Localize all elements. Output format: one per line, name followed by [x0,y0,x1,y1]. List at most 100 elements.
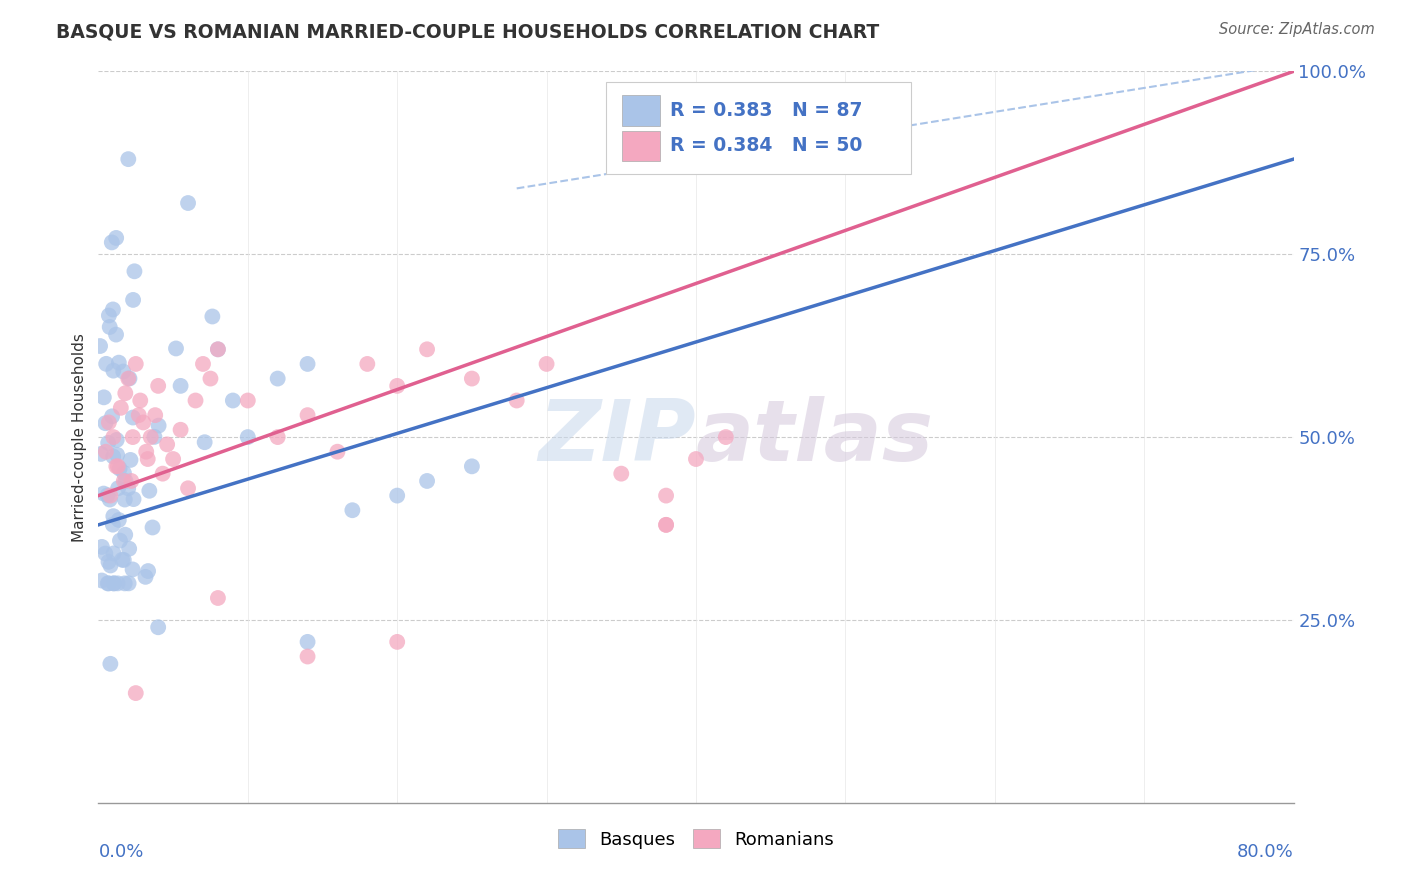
Point [148,620,170,634]
Point [94,444,117,458]
Point [297,357,319,371]
Point [103,509,125,524]
Point [114,474,136,488]
Point [461,371,484,385]
Point [93,486,115,500]
Point [117,152,139,166]
Point [416,474,439,488]
Point [107,459,129,474]
Point [124,264,146,278]
Point [121,430,143,444]
Point [112,365,135,379]
Point [118,541,141,556]
Point [90,540,112,554]
Point [416,343,439,357]
Point [165,342,187,356]
FancyBboxPatch shape [606,82,911,174]
Point [222,393,245,408]
Point [122,293,145,307]
Point [108,461,131,475]
Point [110,401,132,415]
Point [97,436,120,450]
Point [105,459,128,474]
Point [108,513,131,527]
Point [655,489,678,503]
Point [297,635,319,649]
Point [385,489,409,503]
Point [94,416,117,430]
Point [610,467,633,481]
Point [177,196,200,211]
Point [207,343,229,357]
Point [236,430,259,444]
Point [207,591,229,605]
Point [461,459,484,474]
Point [207,343,229,357]
Point [117,576,139,591]
Point [105,448,128,462]
Point [134,570,156,584]
Point [141,520,163,534]
Point [385,379,409,393]
Point [96,488,118,502]
Point [297,408,319,422]
Point [90,447,112,461]
Point [103,364,125,378]
Text: atlas: atlas [696,395,934,479]
Point [326,444,349,458]
Point [125,357,148,371]
Point [177,481,200,495]
Point [112,553,135,567]
Point [114,386,136,401]
Point [108,533,131,548]
Point [105,327,128,342]
Point [143,408,166,422]
Point [101,409,124,424]
Point [342,503,364,517]
Point [97,309,120,323]
Point [136,452,159,467]
Point [297,649,319,664]
Point [136,564,159,578]
Point [194,435,217,450]
Point [98,489,122,503]
Point [132,416,155,430]
Point [94,547,117,561]
Point [138,483,160,498]
Point [685,452,707,467]
Point [121,562,143,576]
Point [114,492,136,507]
Y-axis label: Married-couple Households: Married-couple Households [72,333,87,541]
Point [191,357,214,371]
Point [148,418,170,433]
Point [169,379,191,393]
Point [107,481,129,495]
Point [97,576,120,591]
Point [506,393,529,408]
Point [101,302,124,317]
Point [139,430,162,444]
Point [97,416,120,430]
Point [89,339,111,353]
Point [103,576,125,591]
Point [125,686,148,700]
Point [128,408,150,422]
Point [117,481,139,495]
Text: 80.0%: 80.0% [1237,843,1294,861]
Point [114,576,136,591]
Text: ZIP: ZIP [538,395,696,479]
Point [385,635,409,649]
Legend: Basques, Romanians: Basques, Romanians [550,822,842,856]
Point [107,576,129,591]
Text: R = 0.383   N = 87: R = 0.383 N = 87 [669,102,862,120]
Point [714,430,737,444]
Point [120,453,142,467]
Point [129,393,152,408]
Point [101,517,124,532]
Point [267,371,290,385]
Point [135,444,157,458]
Point [184,393,207,408]
Point [97,555,120,569]
Point [356,357,378,371]
FancyBboxPatch shape [621,95,661,126]
